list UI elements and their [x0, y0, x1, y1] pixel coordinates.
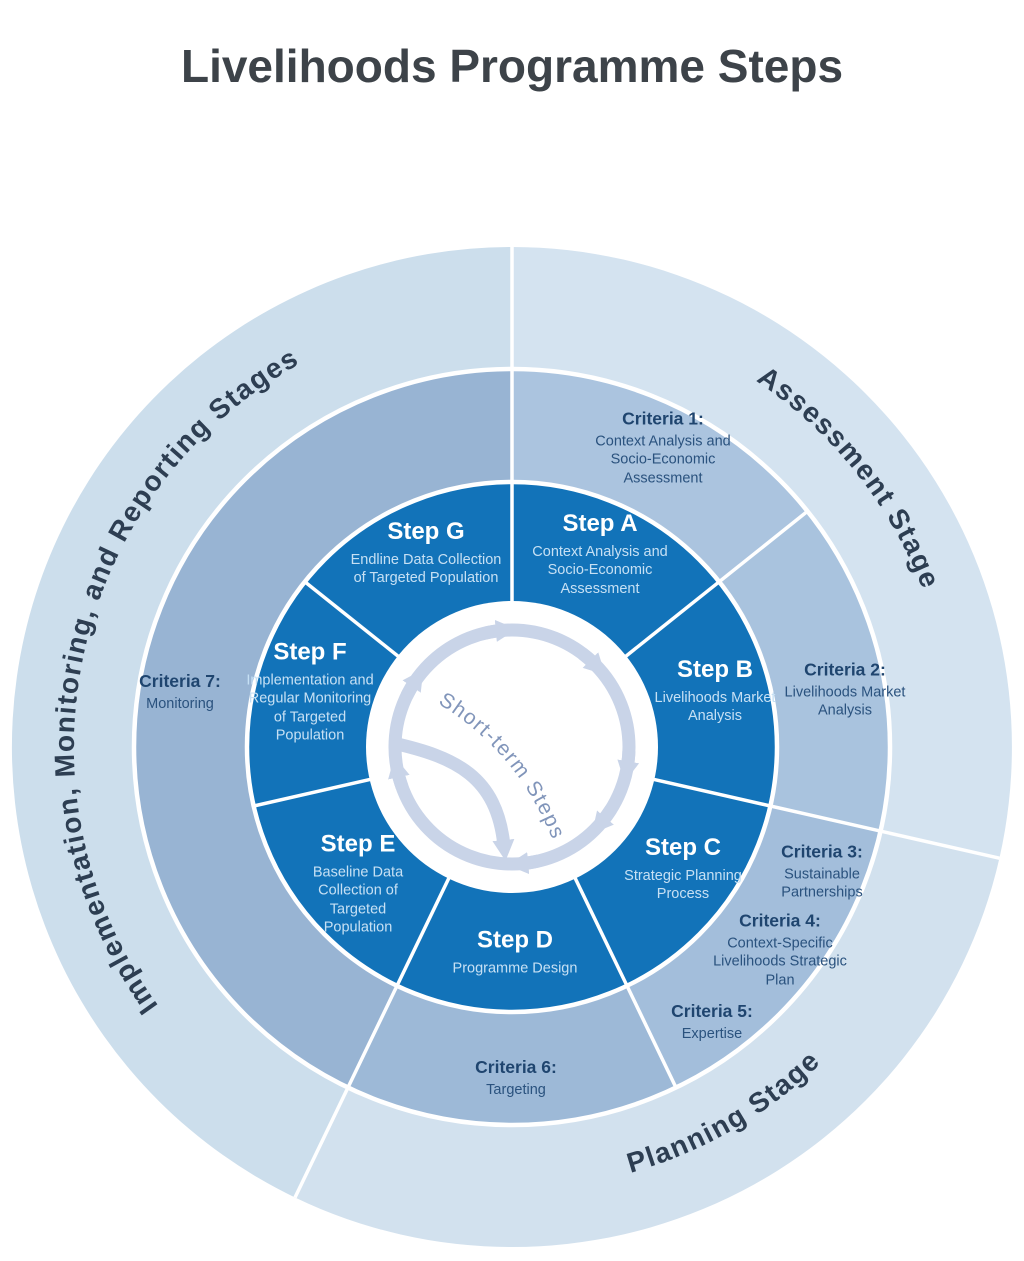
criteria-ring-segment-2 — [719, 511, 890, 832]
step-c-label: Step C Strategic Planning Process — [603, 834, 763, 904]
criteria-ring-segment-7 — [133, 369, 512, 1088]
criteria-7-description: Monitoring — [146, 695, 214, 712]
page-title: Livelihoods Programme Steps — [180, 39, 844, 92]
criteria-7-title: Criteria 7: — [139, 670, 221, 691]
criteria-ring-segment-6 — [348, 985, 676, 1126]
criteria-1-label: Criteria 1: Context Analysis and Socio-E… — [573, 409, 753, 488]
step-g-description: Endline Data Collection of Targeted Popu… — [350, 551, 502, 587]
step-b-label: Step B Livelihoods Market Analysis — [640, 656, 790, 726]
criteria-5-label: Criteria 5: Expertise — [652, 1001, 772, 1043]
step-f-title: Step F — [273, 638, 347, 666]
step-g-label: Step G Endline Data Collection of Target… — [346, 518, 506, 588]
criteria-4-description: Context-Specific Livelihoods Strategic P… — [713, 935, 847, 989]
criteria-5-title: Criteria 5: — [671, 1000, 753, 1021]
step-e-label: Step E Baseline Data Collection of Targe… — [298, 831, 418, 938]
criteria-4-label: Criteria 4: Context-Specific Livelihoods… — [705, 911, 855, 990]
step-e-description: Baseline Data Collection of Targeted Pop… — [312, 864, 404, 936]
criteria-2-label: Criteria 2: Livelihoods Market Analysis — [765, 660, 925, 721]
criteria-ring-segment-3-4-5 — [627, 806, 881, 1088]
criteria-2-description: Livelihoods Market Analysis — [784, 684, 906, 720]
step-b-title: Step B — [676, 656, 753, 684]
criteria-6-description: Targeting — [486, 1081, 546, 1098]
criteria-1-description: Context Analysis and Socio-Economic Asse… — [595, 433, 731, 487]
step-a-label: Step A Context Analysis and Socio-Econom… — [525, 510, 675, 598]
step-d-description: Programme Design — [452, 960, 578, 977]
criteria-2-title: Criteria 2: — [804, 659, 886, 680]
step-d-title: Step D — [476, 926, 553, 954]
step-c-title: Step C — [644, 834, 721, 862]
criteria-6-label: Criteria 6: Targeting — [456, 1057, 576, 1099]
criteria-3-label: Criteria 3: Sustainable Partnerships — [752, 842, 892, 903]
segment-dividers — [253, 247, 1000, 1199]
step-f-label: Step F Implementation and Regular Monito… — [245, 639, 375, 746]
criteria-1-title: Criteria 1: — [622, 408, 704, 429]
criteria-4-title: Criteria 4: — [739, 910, 821, 931]
step-c-description: Strategic Planning Process — [624, 867, 742, 903]
step-e-title: Step E — [320, 830, 396, 858]
step-b-description: Livelihoods Market Analysis — [654, 689, 776, 725]
step-f-description: Implementation and Regular Monitoring of… — [246, 672, 374, 744]
outer-ring-implementation-segment — [11, 247, 512, 1198]
step-a-title: Step A — [562, 509, 638, 537]
step-a-description: Context Analysis and Socio-Economic Asse… — [532, 543, 668, 597]
cycle-arrows — [388, 619, 640, 875]
step-g-title: Step G — [387, 518, 465, 546]
criteria-7-label: Criteria 7: Monitoring — [105, 671, 255, 713]
outer-ring-assessment-segment — [512, 247, 1012, 859]
step-d-label: Step D Programme Design — [415, 926, 615, 977]
criteria-3-description: Sustainable Partnerships — [781, 866, 863, 902]
criteria-3-title: Criteria 3: — [781, 841, 863, 862]
outer-ring-planning-segment — [295, 831, 1000, 1248]
criteria-6-title: Criteria 6: — [475, 1056, 557, 1077]
criteria-5-description: Expertise — [681, 1025, 743, 1042]
criteria-ring-segment-1 — [512, 369, 808, 582]
swoosh-arrow — [391, 736, 515, 861]
